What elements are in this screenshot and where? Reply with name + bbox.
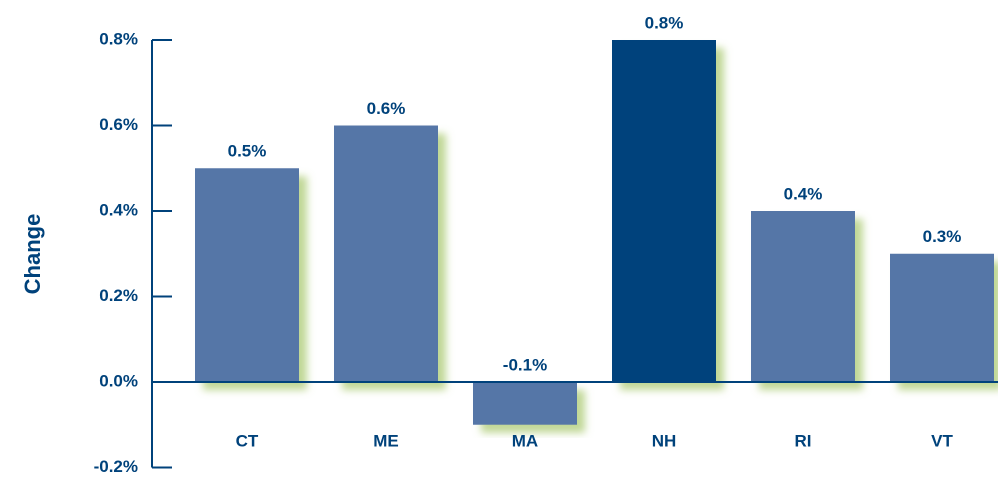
bar	[334, 125, 438, 382]
data-label: 0.8%	[645, 13, 684, 32]
bar	[751, 211, 855, 382]
x-tick-label: VT	[931, 431, 953, 450]
y-tick-label: 0.6%	[99, 115, 138, 134]
x-tick-label: ME	[373, 431, 399, 450]
y-tick-label: 0.4%	[99, 200, 138, 219]
x-tick-label: MA	[512, 431, 538, 450]
data-label: 0.3%	[923, 227, 962, 246]
data-label: 0.4%	[784, 184, 823, 203]
data-label: 0.5%	[228, 142, 267, 161]
y-axis-label: Change	[20, 214, 45, 295]
y-tick-label: 0.8%	[99, 29, 138, 48]
bar	[473, 382, 577, 425]
bar	[612, 40, 716, 382]
y-tick-label: 0.2%	[99, 286, 138, 305]
data-label: 0.6%	[367, 99, 406, 118]
y-tick-label: 0.0%	[99, 371, 138, 390]
bar	[195, 168, 299, 382]
y-tick-label: -0.2%	[94, 457, 138, 476]
x-tick-label: RI	[795, 431, 812, 450]
x-tick-label: NH	[652, 431, 677, 450]
x-tick-label: CT	[236, 431, 259, 450]
data-label: -0.1%	[503, 355, 547, 374]
bar	[890, 253, 994, 382]
